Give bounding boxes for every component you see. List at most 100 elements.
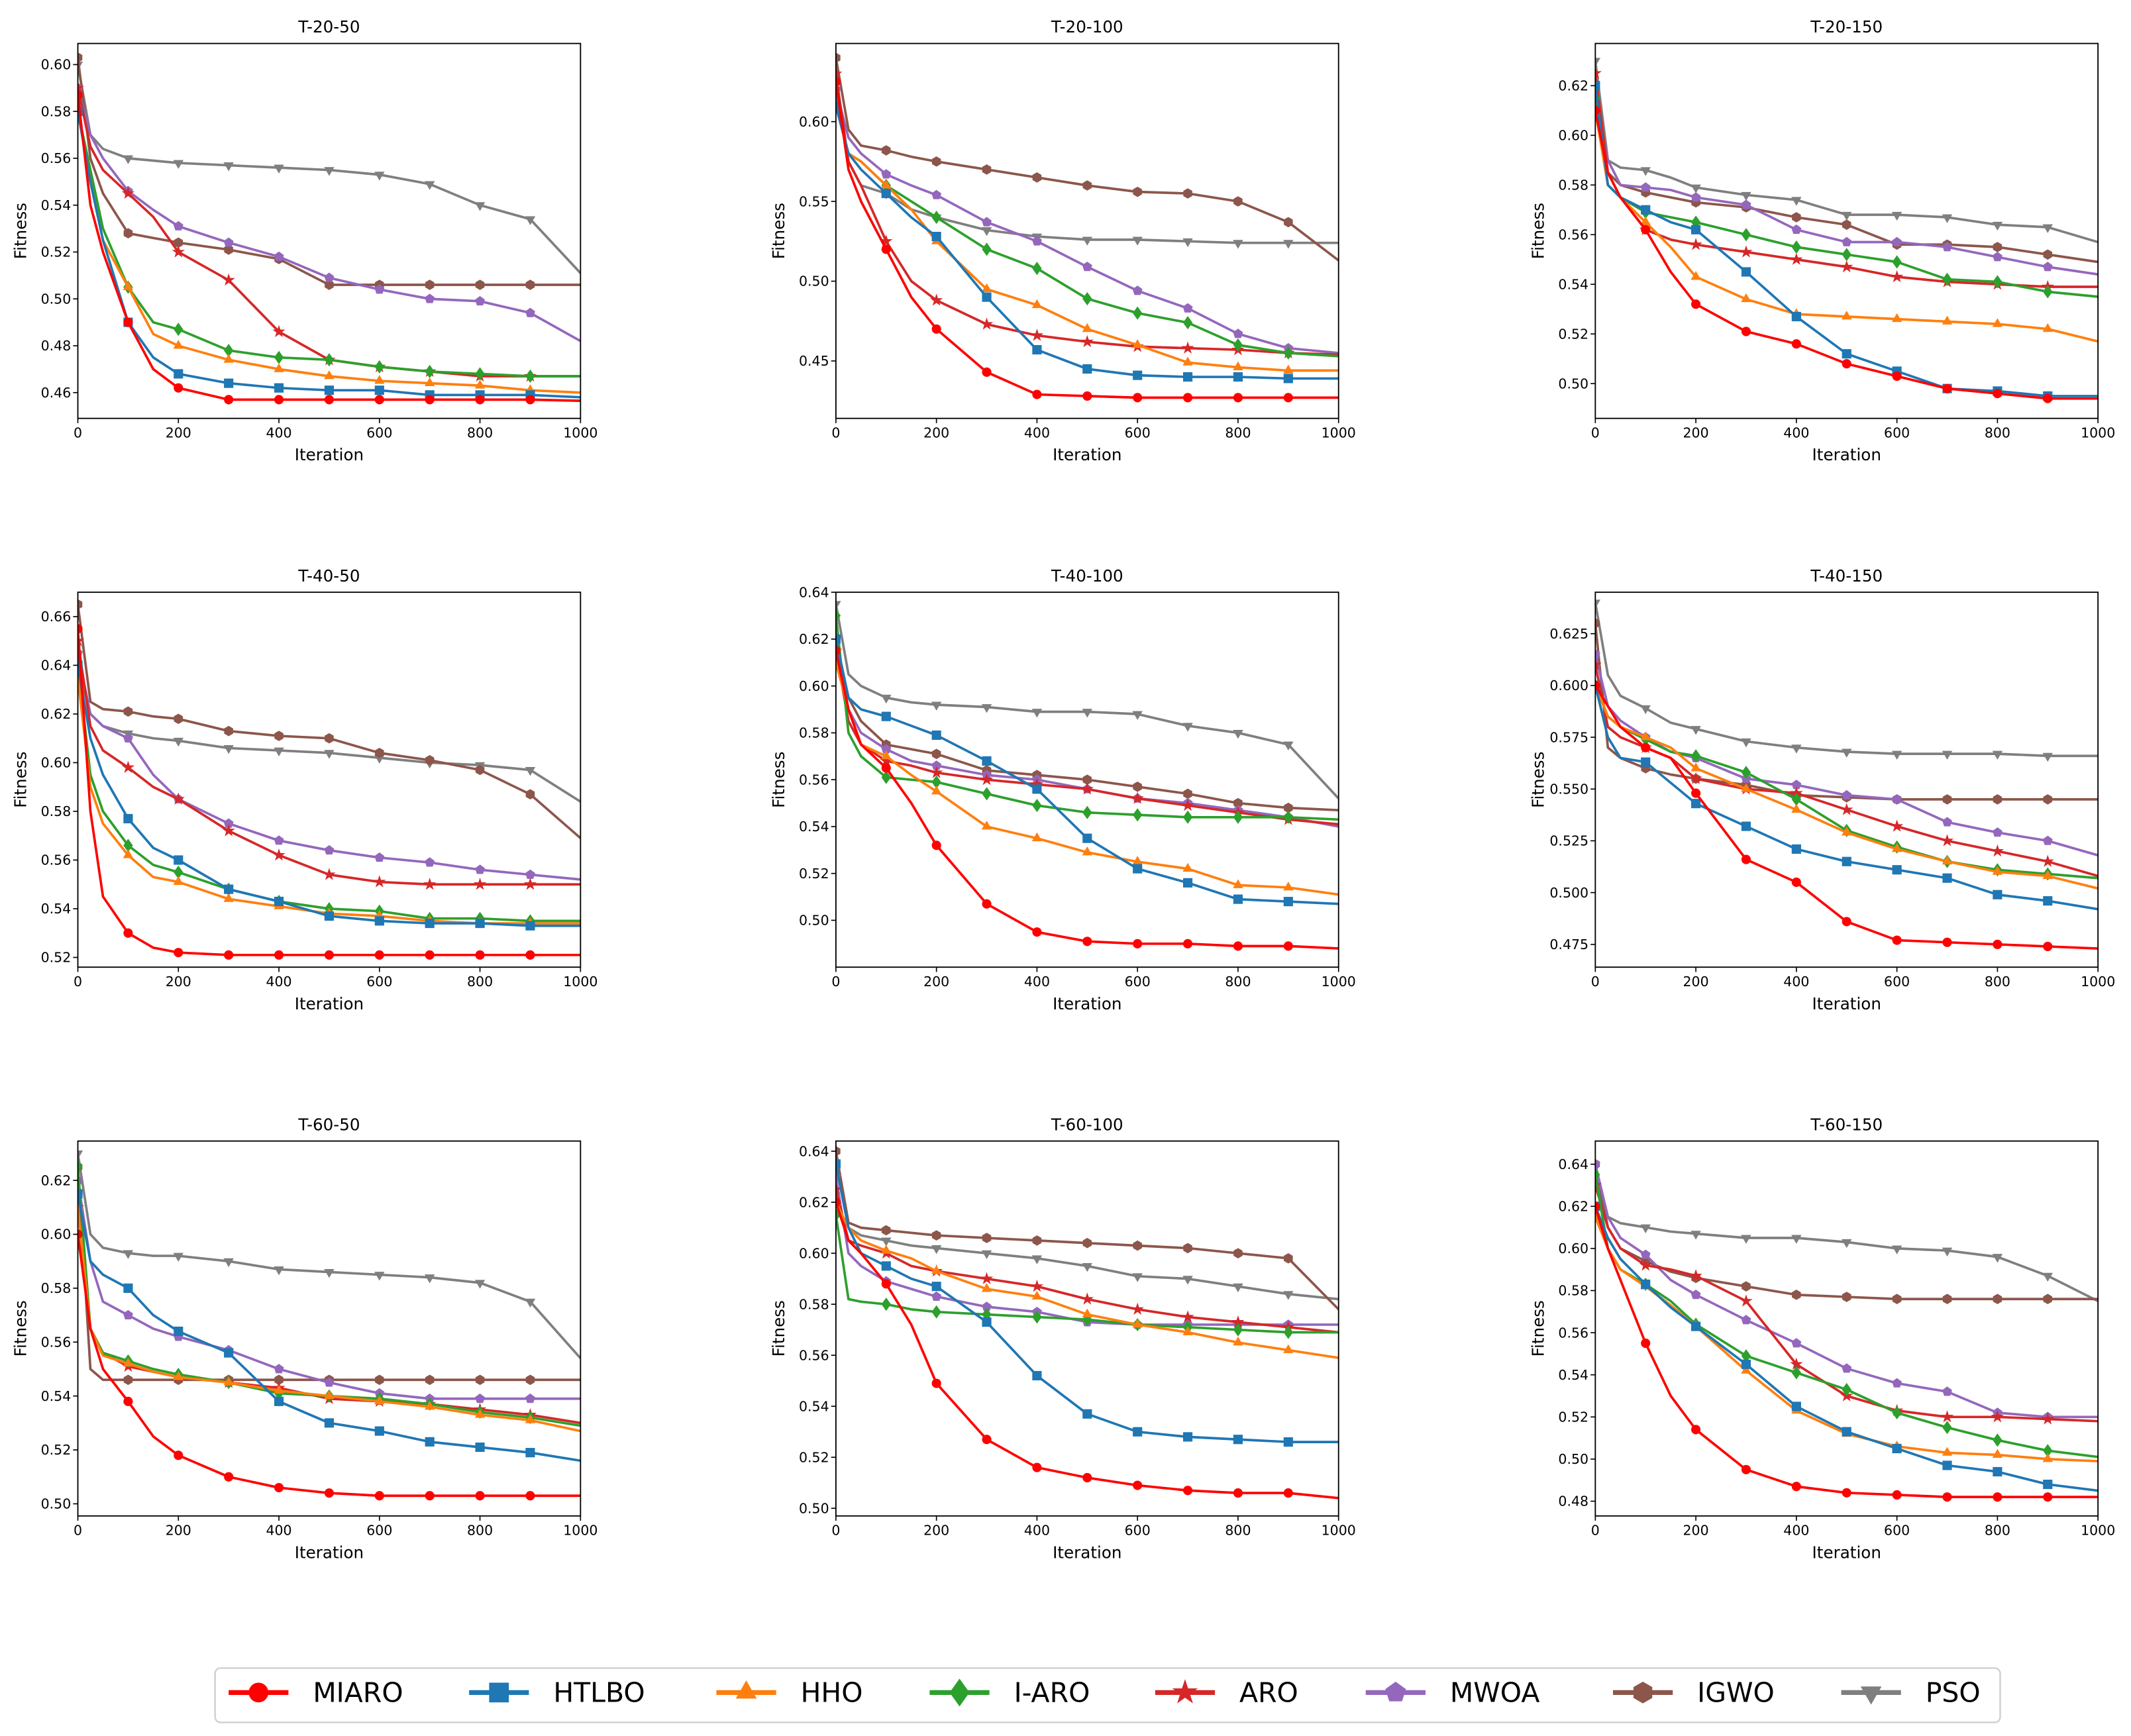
data-point-miaro [1942,1492,1952,1502]
legend-marker-hexagon [1633,1681,1653,1704]
data-point-pso [223,162,234,172]
data-point-hho [1031,832,1043,842]
data-point-i-aro [1133,808,1143,822]
data-point-igwo [425,1374,435,1386]
data-point-i-aro [1283,346,1294,360]
y-tick-label: 0.54 [799,1398,829,1414]
data-point-miaro [374,395,384,405]
x-tick-label: 0 [74,425,82,440]
data-point-mwoa [1791,224,1802,234]
x-axis-label: Iteration [1812,994,1881,1013]
data-point-pso [1942,750,1953,760]
x-tick-label: 400 [1783,425,1809,440]
x-tick-label: 200 [1683,974,1709,990]
x-axis-label: Iteration [1053,994,1121,1013]
data-point-i-aro [1082,291,1092,306]
data-point-i-aro [881,1298,891,1311]
y-tick-label: 0.60 [41,57,72,73]
data-point-mwoa [1741,199,1751,209]
data-point-igwo [1942,794,1952,805]
series-line-mwoa [835,89,1339,354]
y-axis-label: Fitness [11,203,30,259]
data-point-i-aro [1233,810,1243,824]
data-point-htlbo [835,1159,841,1169]
data-point-pso [1182,1276,1193,1285]
data-point-miaro [1842,917,1851,927]
axes-frame [835,1140,1339,1517]
y-tick-label: 0.54 [1558,1367,1588,1383]
data-point-mwoa [1082,261,1092,272]
data-point-hho [1791,803,1802,813]
data-point-i-aro [931,1305,941,1319]
subplot-t-20-150: T-20-150 Iteration Fitness 0 200 400 600 800 100… [1528,17,2115,464]
data-point-htlbo [1741,821,1751,831]
y-tick-label: 0.64 [799,584,829,600]
series-line-htlbo [78,1194,581,1462]
data-point-i-aro [78,1160,83,1174]
data-point-htlbo [2043,1479,2053,1490]
data-point-i-aro [1283,810,1294,824]
data-point-i-aro [1032,1310,1042,1324]
data-point-aro [1181,798,1194,811]
data-point-mwoa [123,733,133,743]
x-tick-label: 0 [1591,974,1600,990]
data-point-pso [2042,224,2053,233]
data-point-miaro [274,1482,284,1493]
data-point-htlbo [1892,1443,1902,1454]
y-tick-label: 0.58 [799,725,829,741]
data-point-igwo [931,748,941,760]
data-point-pso [1992,221,2003,231]
y-tick-label: 0.60 [799,114,829,130]
data-point-pso [1690,1231,1701,1240]
data-point-pso [1283,1291,1294,1300]
x-tick-label: 1000 [2081,974,2115,990]
data-point-miaro [1082,391,1092,401]
y-tick-label: 0.60 [1558,128,1588,144]
data-point-pso [1031,709,1043,718]
data-point-igwo [1183,788,1192,799]
data-point-htlbo [1183,878,1193,888]
x-tick-label: 200 [166,425,191,440]
data-point-mwoa [324,844,335,855]
data-point-pso [835,601,841,610]
data-point-hho [1690,762,1701,772]
data-point-i-aro [1082,805,1092,819]
legend: MIARO HTLBO HHO I-ARO ARO MWOA IGWO PSO [214,1667,2001,1723]
legend-frame [214,1667,2001,1723]
data-point-igwo [1183,1243,1192,1254]
y-tick-label: 0.48 [1558,1494,1588,1509]
x-tick-label: 800 [467,974,493,990]
data-point-pso [1942,214,1953,223]
data-point-miaro [1741,327,1751,336]
data-point-miaro [1791,1482,1801,1492]
data-point-pso [2042,752,2053,762]
x-tick-label: 800 [1225,974,1251,990]
data-point-miaro [525,1491,535,1501]
data-point-htlbo [1082,364,1092,374]
y-tick-label: 0.54 [1558,276,1588,292]
data-point-pso [324,167,335,176]
data-point-igwo [882,1225,891,1236]
data-point-igwo [274,731,284,741]
axes-frame [77,1140,582,1517]
data-point-i-aro [982,787,992,801]
data-point-htlbo [1791,844,1801,854]
data-point-aro [172,245,185,258]
subplot-title: T-20-50 [297,17,360,36]
legend-label: HTLBO [553,1677,645,1709]
data-point-miaro [475,950,485,960]
data-point-hho [1233,879,1243,888]
legend-item-htlbo: HTLBO [469,1677,645,1709]
data-point-mwoa [1892,236,1902,246]
subplot-title: T-40-50 [297,566,360,586]
data-point-igwo [475,280,485,290]
data-point-miaro [1942,383,1952,393]
data-point-hho [1082,1308,1093,1318]
data-point-mwoa [1182,303,1193,313]
subplot-t-40-150: T-40-150 Iteration Fitness 0 200 400 600 800 100… [1528,566,2115,1013]
data-point-hho [1182,1326,1193,1335]
data-point-aro [1030,329,1044,341]
data-point-i-aro [1993,275,2002,289]
data-point-pso [1233,1283,1243,1293]
data-point-mwoa [1595,1158,1600,1169]
